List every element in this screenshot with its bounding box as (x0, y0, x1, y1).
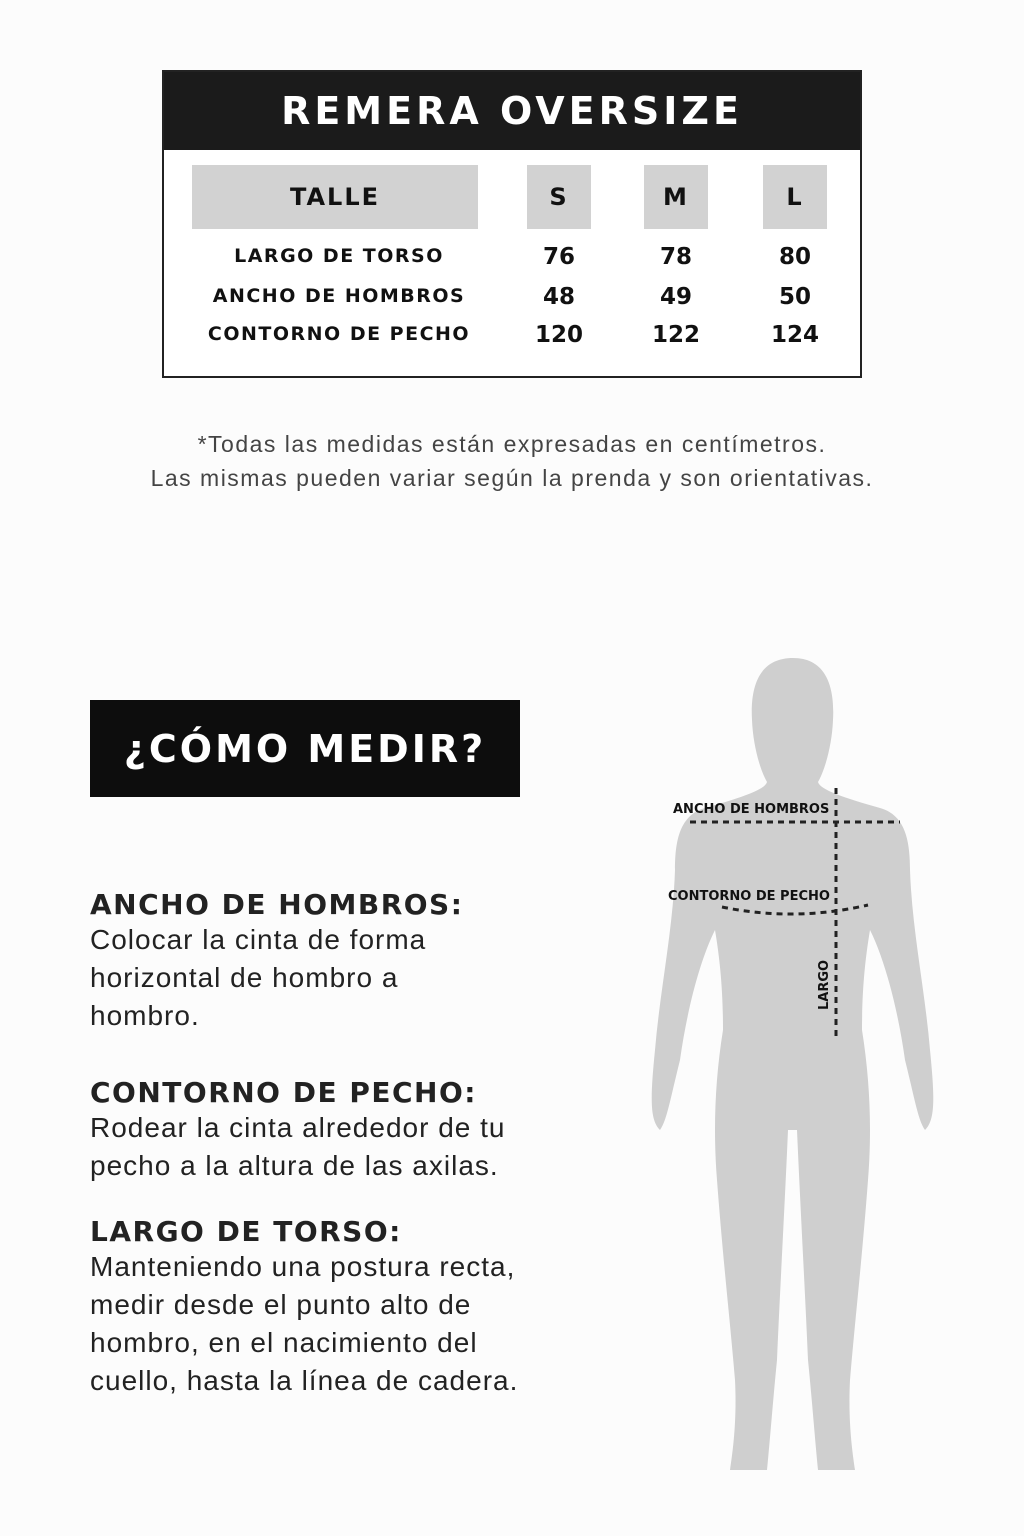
section-length: LARGO DE TORSO: Manteniendo una postura … (90, 1215, 560, 1400)
size-s: S (527, 165, 591, 229)
cell-value: 48 (542, 284, 575, 310)
size-table: REMERA OVERSIZE TALLE S M L LARGO DE TOR… (162, 70, 862, 378)
row-label: CONTORNO DE PECHO (207, 323, 471, 345)
size-l: L (763, 165, 827, 229)
section-heading: LARGO DE TORSO (90, 1215, 390, 1248)
cell-value: 49 (659, 284, 692, 310)
cell-value: 124 (770, 322, 819, 348)
section-heading: CONTORNO DE PECHO (90, 1076, 465, 1109)
section-chest: CONTORNO DE PECHO: Rodear la cinta alred… (90, 1076, 560, 1185)
body-silhouette (651, 658, 934, 1470)
size-m: M (644, 165, 708, 229)
section-text: Colocar la cinta de forma horizontal de … (90, 924, 427, 1031)
label-chest: CONTORNO DE PECHO (668, 889, 830, 904)
note-line-2: Las mismas pueden variar según la prenda… (150, 465, 874, 491)
section-text: Manteniendo una postura recta, medir des… (90, 1251, 519, 1396)
cell-value: 78 (659, 244, 692, 270)
section-shoulders: ANCHO DE HOMBROS: Colocar la cinta de fo… (90, 888, 560, 1035)
size-header: TALLE (192, 165, 478, 229)
cell-value: 80 (778, 244, 811, 270)
note-line-1: *Todas las medidas están expresadas en c… (197, 431, 827, 457)
section-heading: ANCHO DE HOMBROS (90, 888, 451, 921)
row-label: LARGO DE TORSO (234, 245, 444, 267)
cell-value: 122 (651, 322, 700, 348)
table-title: REMERA OVERSIZE (164, 72, 860, 150)
cell-value: 50 (778, 284, 811, 310)
row-label: ANCHO DE HOMBROS (212, 285, 466, 307)
section-text: Rodear la cinta alrededor de tu pecho a … (90, 1112, 506, 1181)
cell-value: 76 (542, 244, 575, 270)
how-to-title: ¿CÓMO MEDIR? (90, 700, 520, 797)
cell-value: 120 (534, 322, 583, 348)
label-shoulders: ANCHO DE HOMBROS (673, 802, 829, 817)
label-length: LARGO (817, 960, 832, 1010)
